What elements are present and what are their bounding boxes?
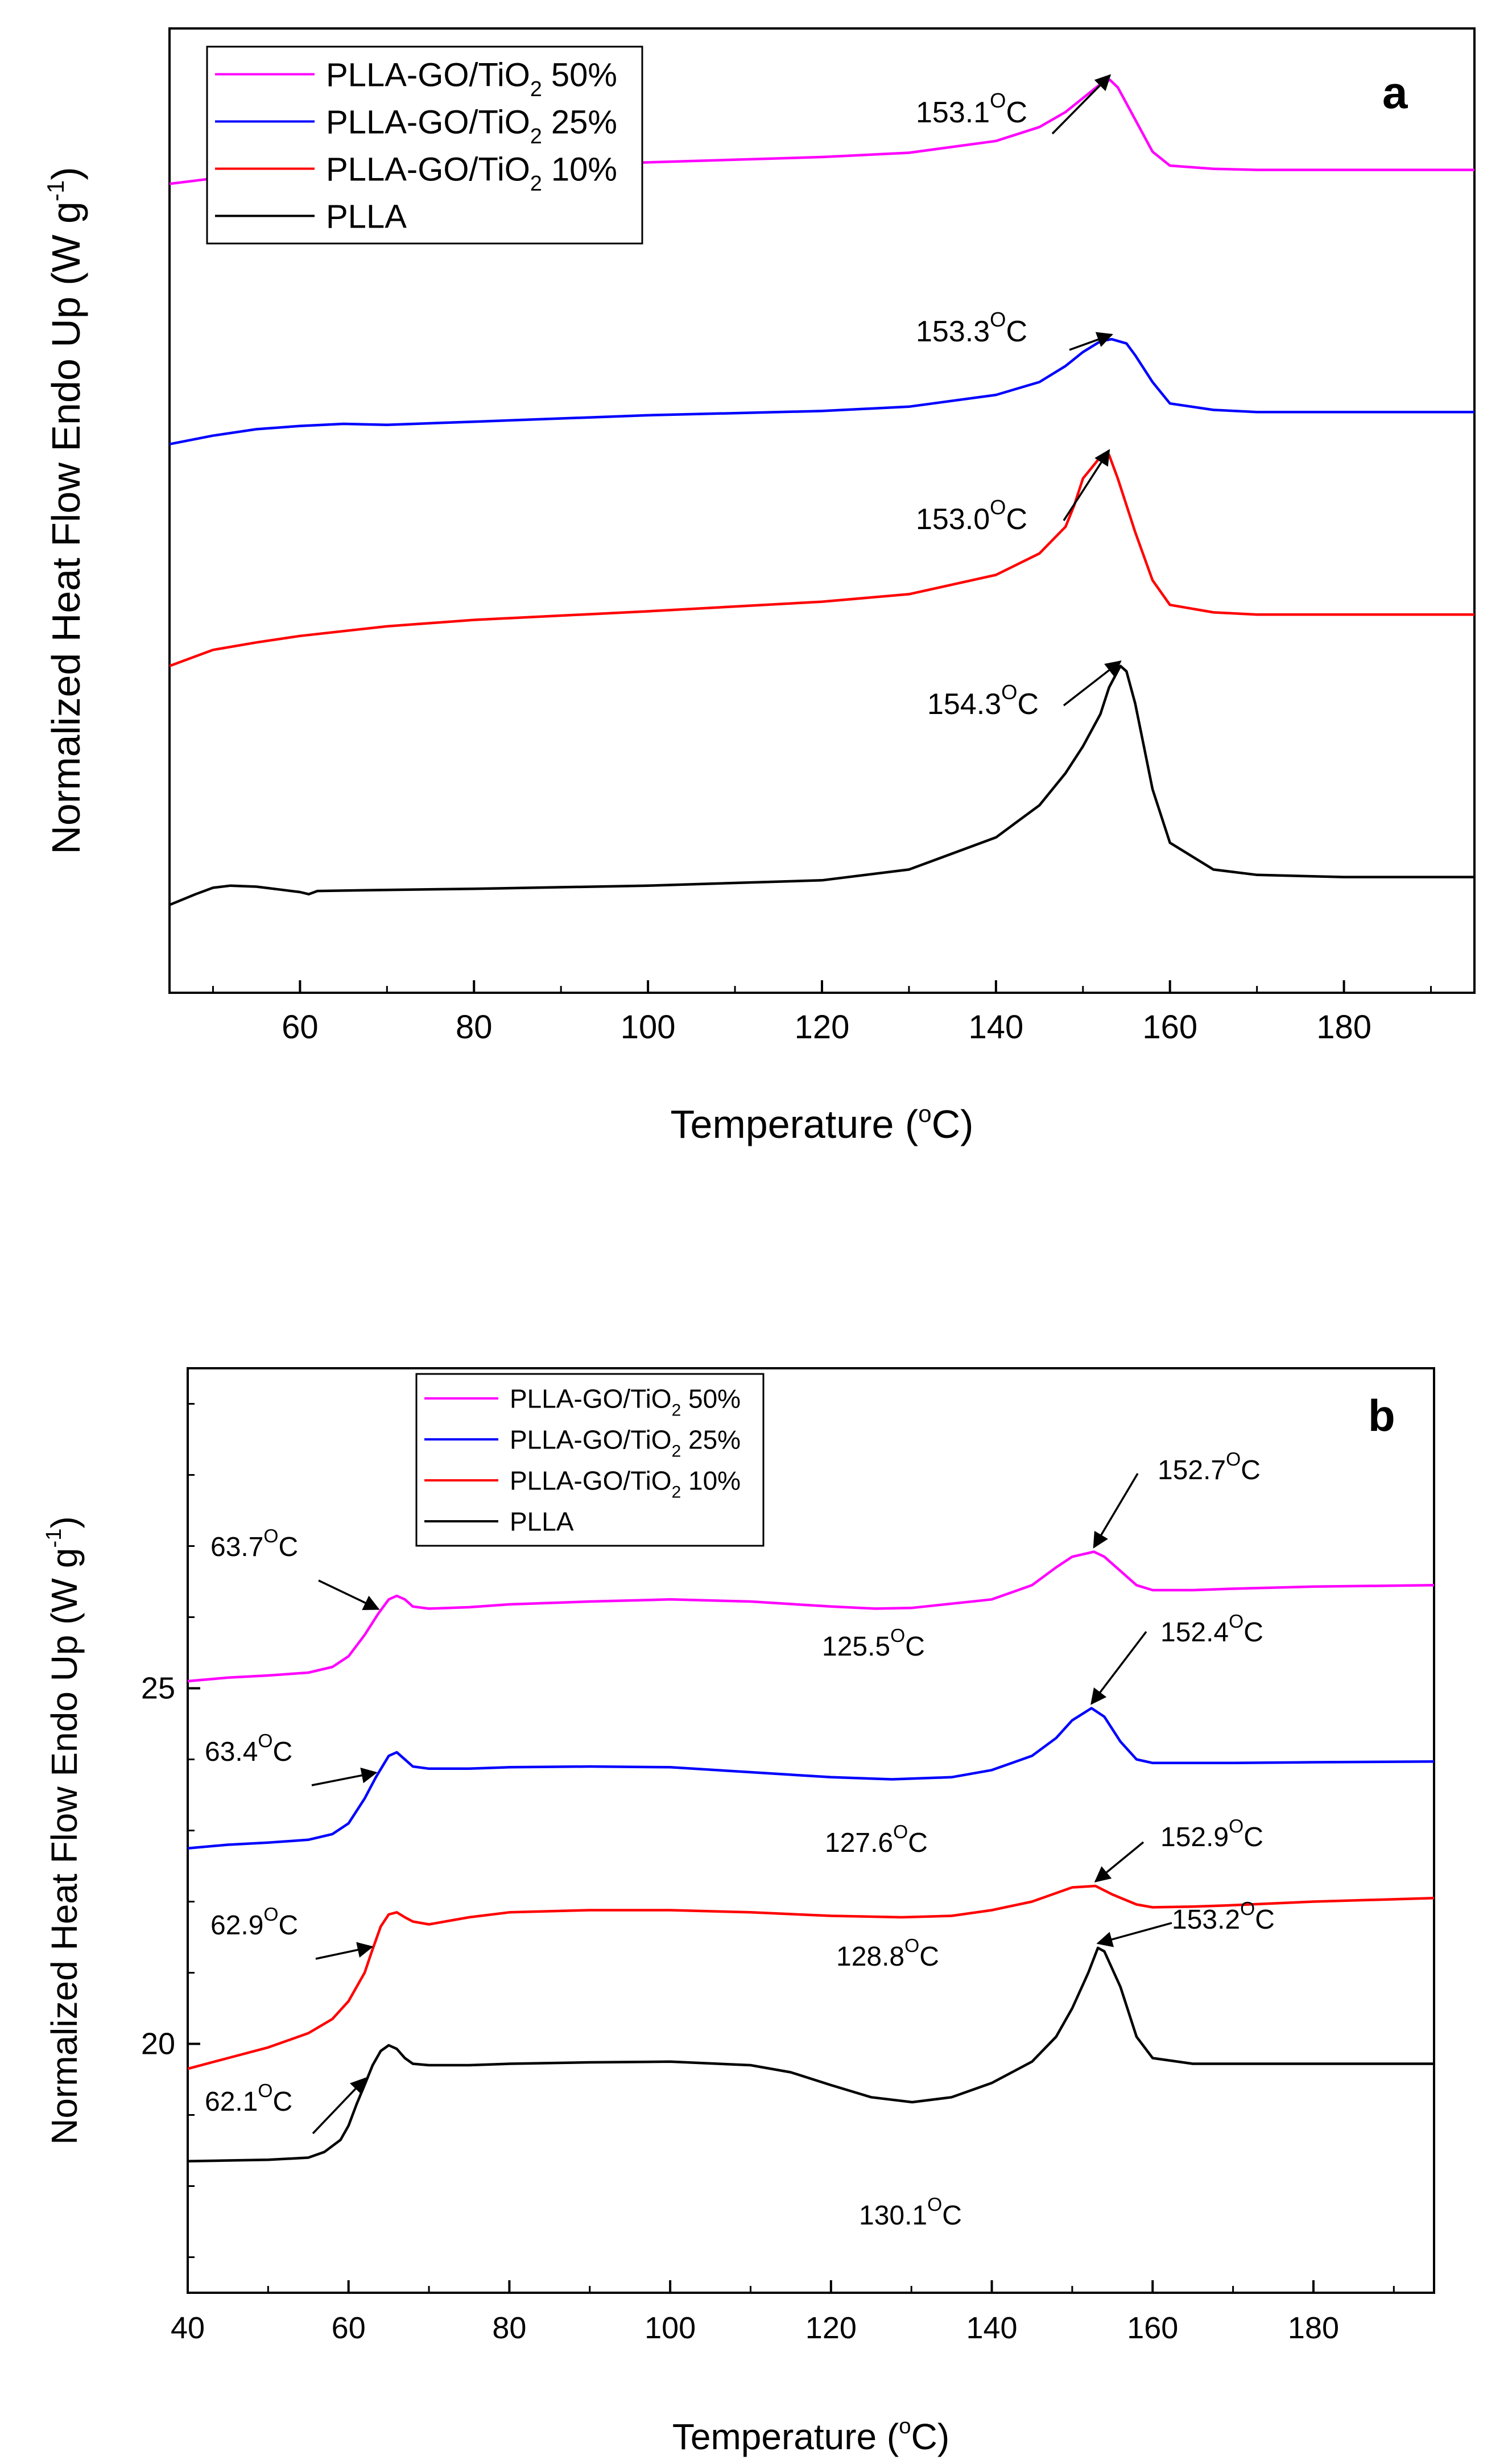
series-line-1 <box>187 1707 1435 1850</box>
legend-label-3: PLLA <box>510 1507 574 1537</box>
panel-label: a <box>1382 67 1408 118</box>
annotation-arrow <box>1094 1841 1145 1883</box>
chart-panel-a: 60 80 100 120 140 160 180 Temperature (oC) Norma… <box>42 27 1476 1146</box>
annotation-label: 154.3OC <box>927 680 1039 721</box>
x-tick-label: 120 <box>805 2311 857 2345</box>
y-tick-label: 25 <box>141 1671 175 1706</box>
y-tick-label: 20 <box>141 2027 175 2061</box>
x-tick-label: 100 <box>621 1009 676 1046</box>
annotation-arrow <box>1090 1631 1147 1705</box>
annotation-arrow <box>318 1579 380 1611</box>
x-tick-label: 140 <box>966 2311 1017 2345</box>
series-line-3 <box>169 665 1474 906</box>
x-tick-label: 80 <box>492 2311 526 2345</box>
annotation-label: 62.9OC <box>210 1904 298 1941</box>
annotation-label: 63.4OC <box>205 1731 292 1767</box>
series-line-3 <box>187 1946 1434 2163</box>
annotation-arrow <box>1093 1473 1139 1549</box>
legend-box <box>206 46 643 245</box>
x-tick-label: 120 <box>795 1009 850 1046</box>
annotation-arrow <box>1051 74 1112 135</box>
x-tick-label: 140 <box>968 1009 1023 1046</box>
annotation-label: 128.8OC <box>836 1935 939 1972</box>
x-tick-label: 160 <box>1142 1009 1197 1046</box>
annotation-arrow <box>315 1942 374 1960</box>
annotation-arrow <box>1069 332 1113 351</box>
x-tick-label: 80 <box>456 1009 493 1046</box>
legend-label-1: PLLA-GO/TiO2 25% <box>326 104 617 147</box>
y-axis-label: Normalized Heat Flow Endo Up (W g-1) <box>42 167 88 854</box>
x-tick-label: 180 <box>1316 1009 1371 1046</box>
annotation-label: 153.1OC <box>916 89 1027 129</box>
annotation-arrow <box>311 1767 378 1786</box>
legend-label-2: PLLA-GO/TiO2 10% <box>510 1466 741 1502</box>
annotation-label: 153.2OC <box>1172 1898 1275 1935</box>
annotation-arrow <box>1063 449 1110 521</box>
legend-label-3: PLLA <box>326 198 407 235</box>
series-line-1 <box>169 337 1474 445</box>
legend-label-2: PLLA-GO/TiO2 10% <box>326 151 617 195</box>
annotation-label: 62.1OC <box>205 2081 292 2117</box>
x-tick-label: 60 <box>332 2311 366 2345</box>
annotation-arrow <box>1096 1922 1172 1947</box>
annotation-label: 130.1OC <box>859 2194 962 2231</box>
x-tick-label: 160 <box>1127 2311 1178 2345</box>
x-tick-label: 100 <box>644 2311 696 2345</box>
annotation-label: 63.7OC <box>210 1526 298 1562</box>
annotation-label: 152.9OC <box>1160 1816 1263 1852</box>
x-tick-label: 40 <box>171 2311 205 2345</box>
annotation-label: 153.0OC <box>916 496 1027 536</box>
legend-label-0: PLLA-GO/TiO2 50% <box>510 1384 741 1420</box>
x-tick-label: 180 <box>1288 2311 1339 2345</box>
annotation-arrow <box>312 2077 367 2135</box>
annotation-label: 152.7OC <box>1158 1449 1261 1485</box>
annotation-label: 153.3OC <box>916 308 1027 348</box>
annotation-label: 125.5OC <box>822 1625 925 1662</box>
x-axis-label: Temperature (oC) <box>671 1100 974 1146</box>
legend-box <box>415 1373 765 1547</box>
legend-label-1: PLLA-GO/TiO2 25% <box>510 1425 741 1461</box>
annotation-arrow <box>1063 660 1122 707</box>
series-line-0 <box>187 1550 1435 1683</box>
annotation-label: 127.6OC <box>825 1822 928 1858</box>
x-tick-label: 60 <box>282 1009 319 1046</box>
annotation-label: 152.4OC <box>1160 1611 1263 1648</box>
x-axis-label: Temperature (oC) <box>672 2414 949 2457</box>
chart-panel-b: 40 60 80 100 120 140 160 180 20 25 Temperature (oC… <box>42 1367 1435 2457</box>
y-axis-label: Normalized Heat Flow Endo Up (W g-1) <box>42 1516 85 2145</box>
panel-label: b <box>1368 1390 1395 1441</box>
series-line-2 <box>169 453 1474 667</box>
series-line-2 <box>187 1884 1435 2070</box>
legend-label-0: PLLA-GO/TiO2 50% <box>326 56 617 100</box>
